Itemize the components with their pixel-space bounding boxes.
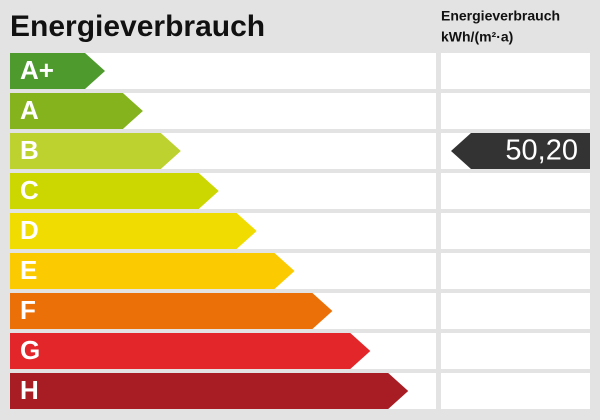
value-marker: [451, 133, 590, 169]
value-cell: [441, 53, 590, 89]
title: Energieverbrauch: [10, 10, 265, 43]
class-arrow: [10, 53, 105, 89]
value-cell: [441, 213, 590, 249]
class-arrow: [10, 93, 143, 129]
value-header: kWh/(m²·a): [441, 29, 513, 45]
class-arrow: [10, 133, 181, 169]
class-label: A: [20, 95, 39, 125]
value-cell: [441, 253, 590, 289]
class-arrow: [10, 253, 295, 289]
class-label: D: [20, 215, 39, 245]
class-arrow: [10, 173, 219, 209]
class-label: G: [20, 335, 40, 365]
value-cell: [441, 373, 590, 409]
class-label: F: [20, 295, 36, 325]
class-arrow: [10, 293, 333, 329]
value-cell: [441, 293, 590, 329]
class-label: H: [20, 375, 39, 405]
class-arrow: [10, 213, 257, 249]
class-arrow: [10, 373, 409, 409]
value-cell: [441, 93, 590, 129]
class-label: B: [20, 135, 39, 165]
class-arrow: [10, 333, 371, 369]
value-header: Energieverbrauch: [441, 8, 560, 24]
value-text: 50,20: [505, 135, 578, 167]
class-label: E: [20, 255, 37, 285]
value-cell: [441, 173, 590, 209]
class-label: A+: [20, 55, 54, 85]
class-label: C: [20, 175, 39, 205]
value-cell: [441, 333, 590, 369]
